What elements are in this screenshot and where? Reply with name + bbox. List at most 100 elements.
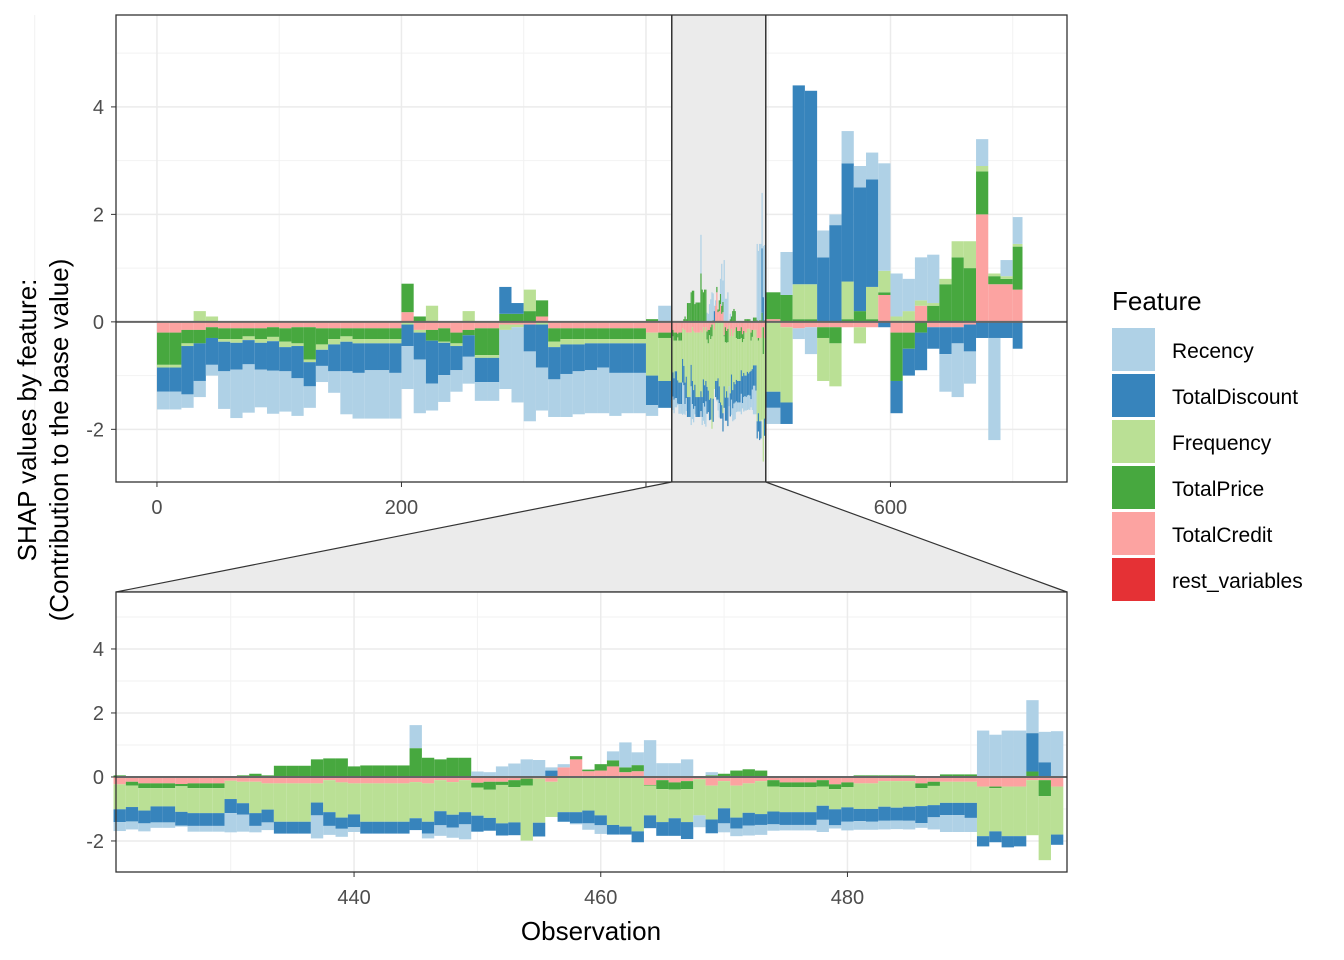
bar-TotalDiscount-484 (748, 373, 750, 395)
bar-Recency-466 (668, 763, 681, 777)
bar-Frequency-439 (693, 330, 695, 391)
bar-TotalCredit-350 (584, 321, 598, 329)
bar-TotalDiscount-436 (689, 397, 691, 417)
bar-TotalPrice-448 (446, 757, 459, 777)
bar-Recency-570 (853, 166, 867, 188)
bar-TotalCredit-423 (138, 776, 151, 784)
bar-TotalPrice-488 (752, 317, 755, 322)
bar-Recency-445 (409, 725, 422, 749)
bar-Frequency-445 (409, 782, 422, 819)
bar-TotalDiscount-360 (597, 343, 610, 368)
bar-TotalPrice-473 (754, 770, 768, 777)
bar-Frequency-680 (988, 273, 1001, 277)
bar-TotalPrice-442 (372, 765, 385, 777)
bar-Frequency-290 (511, 324, 524, 328)
bar-TotalDiscount-461 (606, 824, 620, 835)
bar-TotalCredit-465 (656, 776, 669, 781)
bar-TotalCredit-447 (434, 776, 447, 781)
bar-TotalDiscount-449 (458, 812, 472, 825)
bar-TotalDiscount-610 (902, 348, 915, 376)
bar-TotalCredit-422 (125, 776, 139, 782)
bar-Recency-489 (754, 385, 756, 415)
bar-TotalDiscount-497 (1050, 834, 1064, 845)
bar-Frequency-433 (685, 332, 687, 377)
bar-TotalDiscount-495 (1026, 733, 1039, 772)
y-tick-label: 2 (93, 204, 104, 226)
bar-TotalCredit-489 (754, 321, 756, 330)
bar-TotalPrice-473 (734, 311, 736, 322)
bar-Recency-447 (702, 403, 705, 421)
bar-Recency-480 (743, 397, 745, 412)
bar-TotalPrice-260 (474, 328, 488, 356)
bar-TotalPrice-475 (737, 330, 739, 340)
bar-TotalDiscount-482 (865, 808, 879, 822)
bar-TotalPrice-477 (739, 330, 741, 340)
bar-Frequency-476 (791, 787, 805, 813)
bar-Recency-496 (762, 246, 764, 298)
bar-TotalDiscount-430 (682, 358, 684, 383)
bar-TotalPrice-467 (727, 328, 729, 343)
bar-Frequency-436 (298, 783, 311, 822)
bar-TotalDiscount-439 (693, 390, 695, 409)
bar-TotalCredit-466 (726, 321, 728, 331)
bar-Frequency-220 (425, 305, 439, 322)
bar-Recency-530 (804, 327, 818, 355)
bar-TotalCredit-510 (780, 321, 793, 328)
bar-TotalDiscount-493 (759, 421, 761, 441)
bar-TotalCredit-479 (828, 776, 842, 785)
bar-TotalDiscount-469 (705, 819, 718, 834)
bar-TotalDiscount-490 (964, 802, 977, 818)
bar-TotalCredit-465 (724, 321, 727, 328)
bar-Recency-463 (722, 280, 724, 302)
legend-key (1112, 558, 1155, 601)
bar-Recency-140 (328, 371, 341, 393)
bar-TotalCredit-482 (745, 321, 747, 333)
bar-TotalDiscount-400 (645, 375, 659, 406)
bar-TotalCredit-100 (279, 321, 292, 329)
bar-TotalDiscount-474 (767, 811, 780, 825)
legend-item-TotalDiscount: TotalDiscount (1112, 374, 1298, 417)
bar-TotalCredit-488 (939, 776, 953, 782)
y-tick-label: 4 (93, 97, 104, 119)
bar-Frequency-452 (495, 784, 509, 824)
bar-Frequency-200 (401, 321, 414, 325)
bar-TotalPrice-422 (672, 329, 674, 337)
bar-TotalDiscount-494 (1013, 836, 1027, 847)
bar-TotalCredit-360 (597, 321, 610, 329)
bar-TotalCredit-456 (713, 321, 716, 330)
bar-TotalDiscount-456 (545, 770, 558, 777)
bar-TotalDiscount-437 (310, 802, 324, 816)
bar-TotalPrice-0 (156, 332, 170, 365)
bar-Frequency-444 (699, 332, 701, 398)
bar-Recency-457 (715, 300, 717, 306)
bar-TotalPrice-110 (291, 327, 304, 344)
bar-Recency-486 (750, 399, 752, 408)
bar-Recency-464 (643, 740, 657, 777)
bar-Frequency-459 (582, 776, 595, 811)
bar-TotalDiscount-448 (704, 385, 706, 407)
bar-TotalCredit-464 (643, 776, 657, 785)
bar-Recency-70 (242, 364, 255, 413)
bar-Recency-400 (645, 405, 659, 416)
bar-TotalPrice-10 (169, 332, 182, 365)
bar-Frequency-479 (828, 789, 842, 810)
bar-TotalPrice-484 (748, 319, 750, 322)
legend-label: TotalCredit (1172, 524, 1273, 547)
bar-Frequency-422 (672, 336, 674, 373)
bar-TotalPrice-434 (686, 303, 689, 322)
bar-Frequency-380 (621, 339, 634, 344)
bar-TotalPrice-474 (735, 327, 738, 338)
bar-TotalCredit-492 (757, 321, 760, 338)
panel-border (115, 591, 1068, 873)
bar-TotalCredit-440 (347, 776, 361, 784)
bar-Frequency-443 (697, 332, 700, 398)
bar-TotalCredit-290 (511, 321, 524, 325)
bar-TotalCredit-479 (741, 321, 744, 335)
x-tick-label: 0 (151, 497, 162, 519)
bar-TotalDiscount-428 (199, 813, 213, 826)
bar-Frequency-453 (710, 339, 712, 399)
bar-TotalPrice-60 (230, 328, 243, 340)
bar-TotalDiscount-439 (335, 817, 348, 829)
bar-Recency-520 (792, 328, 805, 340)
bar-TotalDiscount-444 (397, 821, 410, 834)
